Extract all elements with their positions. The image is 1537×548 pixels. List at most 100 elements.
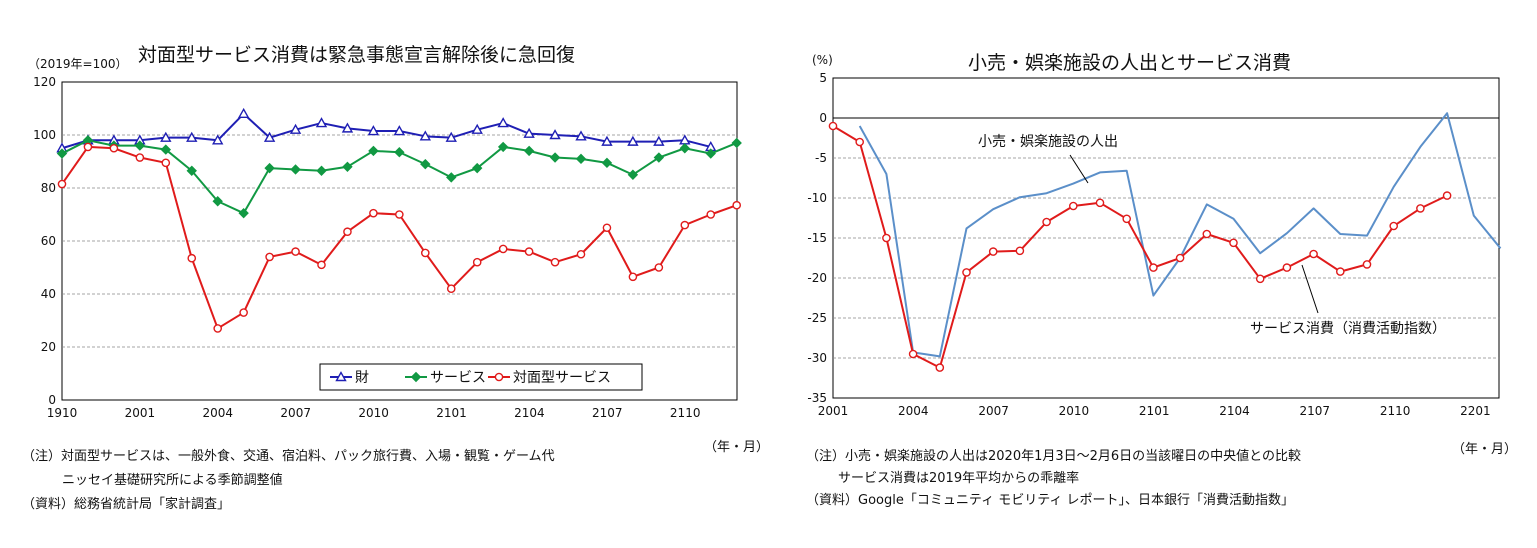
data-point-1	[1149, 263, 1158, 272]
annotation-service: サービス消費（消費活動指数）	[1250, 321, 1446, 337]
data-point-0	[393, 125, 406, 136]
left-chart-title: 対面型サービス消費は緊急事態宣言解除後に急回復	[138, 44, 576, 66]
data-point-0	[160, 131, 172, 142]
data-point-1	[627, 169, 639, 180]
data-point-1	[908, 349, 918, 359]
y-tick-label: -15	[807, 231, 827, 245]
legend-marker-2	[494, 372, 504, 382]
data-point-2	[472, 257, 482, 267]
series-line-0	[61, 112, 711, 150]
series-line-0	[858, 112, 1502, 358]
legend-marker-1	[410, 371, 422, 383]
x-tick-label: 2107	[1300, 404, 1331, 418]
data-point-1	[1309, 249, 1318, 259]
data-point-2	[576, 249, 586, 259]
data-point-2	[317, 260, 326, 270]
y-tick-label: 0	[48, 393, 56, 407]
x-tick-label: 2110	[1380, 404, 1411, 418]
data-point-1	[420, 158, 431, 170]
left-chart-x-unit: （年・月）	[704, 440, 770, 455]
annotation-leader-service	[1301, 264, 1319, 314]
y-tick-label: 120	[33, 75, 56, 89]
y-tick-label: 60	[41, 234, 56, 248]
data-point-0	[367, 125, 380, 136]
data-point-2	[291, 247, 300, 256]
data-point-1	[186, 165, 197, 176]
data-point-1	[523, 145, 535, 157]
data-point-1	[935, 363, 945, 372]
right-note-1: （注）小売・娯楽施設の人出は2020年1月3日～2月6日の当該曜日の中央値との比…	[806, 449, 1302, 464]
x-tick-label: 2104	[1219, 404, 1250, 418]
y-tick-label: -5	[815, 151, 827, 165]
right-chart-title: 小売・娯楽施設の人出とサービス消費	[968, 52, 1292, 74]
data-point-1	[1442, 191, 1452, 200]
data-point-1	[1416, 204, 1425, 213]
data-point-1	[1175, 253, 1185, 263]
data-point-0	[237, 107, 250, 119]
data-point-0	[471, 123, 483, 134]
x-tick-label: 2001	[125, 406, 156, 420]
left-chart-plot: 0 20 40 60 80 100 120 1910 2001 2004 2007 2010 2101 2…	[33, 75, 742, 420]
x-tick-label: 2004	[898, 404, 929, 418]
data-point-0	[289, 123, 302, 134]
data-point-2	[654, 263, 664, 272]
data-point-1	[342, 161, 353, 173]
x-tick-label: 2004	[203, 406, 234, 420]
data-point-1	[601, 157, 613, 169]
x-tick-label: 2110	[670, 406, 701, 420]
x-tick-label: 2010	[1059, 404, 1090, 418]
legend-marker-0	[335, 371, 347, 382]
data-point-1	[962, 268, 971, 277]
data-point-2	[395, 210, 404, 219]
data-point-0	[263, 131, 276, 142]
legend-label-1: サービス	[430, 370, 486, 386]
x-tick-label: 2201	[1460, 404, 1491, 418]
left-chart-unit-label: （2019年=100）	[28, 57, 128, 71]
data-point-0	[186, 131, 198, 142]
y-tick-label: 0	[819, 111, 827, 125]
legend-label-2: 対面型サービス	[513, 370, 611, 386]
data-point-1	[446, 172, 457, 183]
data-point-2	[187, 253, 197, 263]
data-point-1	[575, 153, 587, 165]
data-point-2	[265, 252, 274, 262]
data-point-1	[705, 148, 716, 159]
data-point-0	[212, 134, 224, 145]
y-tick-label: -10	[807, 191, 827, 205]
y-tick-label: 20	[41, 340, 56, 354]
right-note-2: サービス消費は2019年平均からの乖離率	[838, 471, 1080, 486]
data-point-1	[1362, 260, 1372, 269]
x-tick-label: 2007	[280, 406, 311, 420]
data-point-1	[679, 143, 691, 154]
x-tick-label: 2107	[592, 406, 623, 420]
right-source-note: （資料）Google「コミュニティ モビリティ レポート」、日本銀行「消費活動指…	[806, 493, 1295, 508]
data-point-2	[57, 179, 67, 189]
data-point-2	[135, 153, 145, 162]
right-chart-x-unit: （年・月）	[1452, 442, 1518, 457]
data-point-1	[1095, 198, 1105, 208]
data-point-0	[497, 117, 509, 128]
y-tick-label: -30	[807, 351, 827, 365]
data-point-2	[369, 208, 378, 218]
data-point-1	[497, 141, 509, 153]
data-point-1	[160, 144, 172, 155]
data-point-1	[56, 148, 68, 159]
data-point-0	[341, 122, 354, 133]
data-point-1	[238, 207, 249, 219]
x-tick-label: 2001	[818, 404, 849, 418]
data-point-1	[1122, 214, 1131, 224]
data-point-2	[732, 200, 742, 210]
data-point-1	[1042, 217, 1051, 227]
data-point-1	[1202, 229, 1212, 239]
data-point-1	[1336, 267, 1345, 276]
data-point-2	[524, 247, 534, 256]
x-tick-label: 2104	[514, 406, 545, 420]
data-point-1	[1389, 221, 1398, 231]
y-tick-label: 100	[33, 128, 56, 142]
data-point-2	[83, 142, 93, 152]
data-point-0	[575, 130, 587, 141]
left-note-2: ニッセイ基礎研究所による季節調整値	[62, 473, 283, 488]
right-chart-plot: -35 -30 -25 -20 -15 -10 -5 0 5 2001 2004 2007 2010 21…	[807, 71, 1502, 418]
data-point-1	[988, 247, 998, 256]
y-tick-label: 80	[41, 181, 56, 195]
